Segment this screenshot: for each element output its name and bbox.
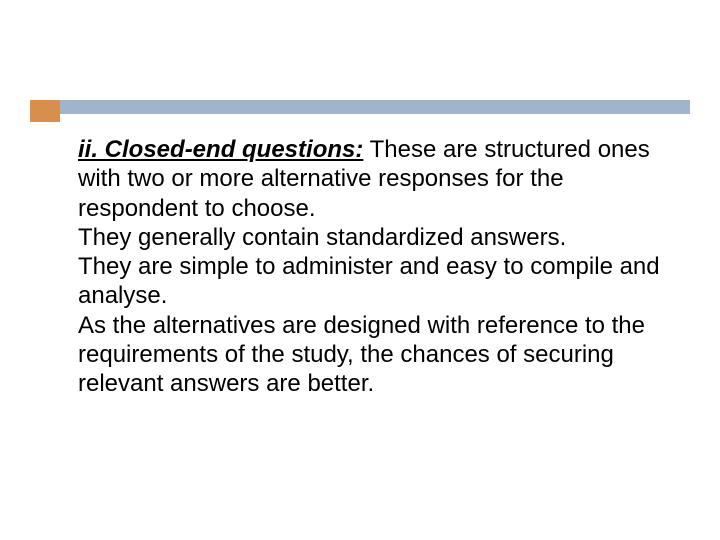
- paragraph-1: ii. Closed-end questions: These are stru…: [78, 135, 670, 223]
- slide-body: ii. Closed-end questions: These are stru…: [78, 135, 670, 398]
- header-rule: [30, 100, 690, 114]
- paragraph-3: They are simple to administer and easy t…: [78, 252, 670, 311]
- paragraph-2: They generally contain standardized answ…: [78, 223, 670, 252]
- accent-block: [30, 100, 60, 122]
- paragraph-4: As the alternatives are designed with re…: [78, 311, 670, 399]
- lead-heading: ii. Closed-end questions:: [78, 136, 363, 163]
- slide: ii. Closed-end questions: These are stru…: [0, 0, 720, 540]
